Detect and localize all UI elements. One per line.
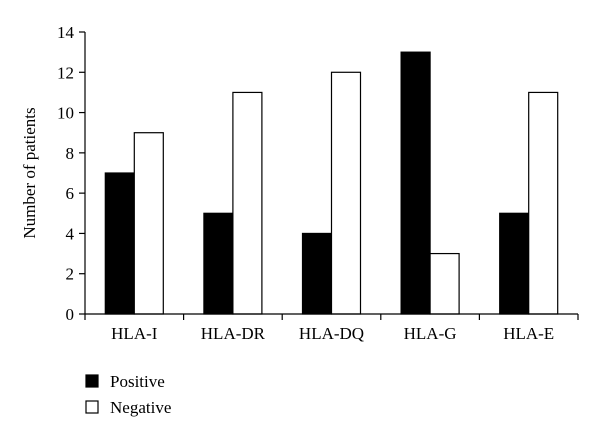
x-axis: HLA-I HLA-DR HLA-DQ HLA-G HLA-E — [84, 313, 579, 343]
bar-negative-hla-g — [429, 252, 460, 315]
y-tick-label: 6 — [66, 184, 75, 203]
y-tick-label: 12 — [57, 63, 74, 82]
x-tick-label: HLA-I — [111, 324, 158, 343]
x-tick-label: HLA-G — [404, 324, 457, 343]
y-tick-label: 2 — [66, 265, 75, 284]
bar-positive-hla-i — [104, 172, 135, 315]
legend-label-negative: Negative — [110, 398, 171, 417]
x-tick-label: HLA-E — [503, 324, 554, 343]
plot-area — [104, 51, 559, 315]
y-axis: 0 2 4 6 8 10 12 14 — [57, 23, 86, 324]
legend: Positive Negative — [85, 372, 171, 417]
bar-positive-hla-g — [400, 51, 431, 315]
legend-label-positive: Positive — [110, 372, 165, 391]
bar-positive-hla-e — [499, 212, 530, 315]
x-tick-label: HLA-DQ — [299, 324, 364, 343]
bar-positive-hla-dq — [301, 232, 333, 315]
y-tick-label: 14 — [57, 23, 75, 42]
legend-swatch-positive — [85, 374, 99, 388]
bar-negative-hla-e — [528, 91, 559, 315]
legend-swatch-negative — [85, 400, 99, 414]
bar-negative-hla-dr — [232, 91, 263, 315]
y-tick-label: 10 — [57, 104, 74, 123]
y-tick-label: 8 — [66, 144, 75, 163]
bar-negative-hla-dq — [330, 71, 362, 315]
bar-negative-hla-i — [133, 132, 164, 315]
y-tick-label: 4 — [66, 224, 75, 243]
y-tick-label: 0 — [66, 305, 75, 324]
bar-positive-hla-dr — [203, 212, 234, 315]
x-tick-label: HLA-DR — [201, 324, 266, 343]
y-axis-title: Number of patients — [20, 107, 39, 238]
